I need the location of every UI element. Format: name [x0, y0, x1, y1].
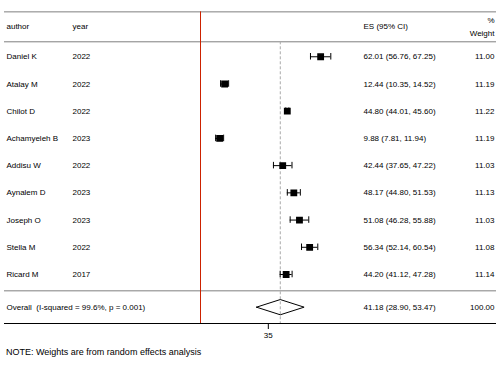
svg-text:35: 35	[264, 331, 273, 340]
svg-text:Joseph O: Joseph O	[7, 216, 41, 225]
svg-text:2022: 2022	[73, 80, 91, 89]
svg-text:2023: 2023	[73, 134, 91, 143]
svg-text:2023: 2023	[73, 188, 91, 197]
svg-text:Chilot D: Chilot D	[7, 107, 36, 116]
svg-text:11.22: 11.22	[475, 107, 495, 116]
svg-text:12.44 (10.35, 14.52): 12.44 (10.35, 14.52)	[364, 80, 436, 89]
svg-text:11.14: 11.14	[475, 270, 495, 279]
svg-text:Achamyeleh B: Achamyeleh B	[7, 134, 59, 143]
svg-text:11.19: 11.19	[475, 134, 495, 143]
svg-text:62.01 (56.76, 67.25): 62.01 (56.76, 67.25)	[364, 52, 436, 61]
svg-text:100.00: 100.00	[470, 303, 495, 312]
svg-text:11.03: 11.03	[475, 161, 495, 170]
svg-text:44.20 (41.12, 47.28): 44.20 (41.12, 47.28)	[364, 270, 436, 279]
svg-text:author: author	[7, 22, 30, 31]
svg-text:2022: 2022	[73, 52, 91, 61]
svg-text:11.13: 11.13	[475, 188, 495, 197]
svg-text:2017: 2017	[73, 270, 91, 279]
svg-text:11.03: 11.03	[475, 216, 495, 225]
svg-text:Addisu W: Addisu W	[7, 161, 42, 170]
svg-text:11.19: 11.19	[475, 80, 495, 89]
svg-text:11.00: 11.00	[475, 52, 495, 61]
svg-text:2022: 2022	[73, 107, 91, 116]
svg-text:42.44 (37.65, 47.22): 42.44 (37.65, 47.22)	[364, 161, 436, 170]
svg-text:Daniel K: Daniel K	[7, 52, 38, 61]
svg-text:48.17 (44.80, 51.53): 48.17 (44.80, 51.53)	[364, 188, 436, 197]
html-text:NOTE: Weights are from random: NOTE: Weights are from random effects an…	[6, 347, 202, 357]
svg-text:Ricard M: Ricard M	[7, 270, 39, 279]
svg-text:2023: 2023	[73, 216, 91, 225]
svg-text:41.18 (28.90, 53.47): 41.18 (28.90, 53.47)	[364, 303, 436, 312]
svg-text:Aynalem D: Aynalem D	[7, 188, 46, 197]
svg-text:9.88 (7.81, 11.94): 9.88 (7.81, 11.94)	[364, 134, 427, 143]
svg-text:2022: 2022	[73, 161, 91, 170]
svg-text:Atalay M: Atalay M	[7, 80, 38, 89]
svg-text:Stella M: Stella M	[7, 243, 36, 252]
svg-text:Overall (I-squared = 99.6%, p: Overall (I-squared = 99.6%, p = 0.001)	[7, 303, 146, 312]
svg-text:ES (95% CI): ES (95% CI)	[364, 22, 409, 31]
svg-text:51.08 (46.28, 55.88): 51.08 (46.28, 55.88)	[364, 216, 436, 225]
svg-text:2022: 2022	[73, 243, 91, 252]
svg-text:year: year	[73, 22, 89, 31]
svg-text:56.34 (52.14, 60.54): 56.34 (52.14, 60.54)	[364, 243, 436, 252]
svg-text:%: %	[487, 16, 494, 25]
svg-text:11.08: 11.08	[475, 243, 495, 252]
svg-text:44.80 (44.01, 45.60): 44.80 (44.01, 45.60)	[364, 107, 436, 116]
svg-text:Weight: Weight	[470, 29, 496, 38]
